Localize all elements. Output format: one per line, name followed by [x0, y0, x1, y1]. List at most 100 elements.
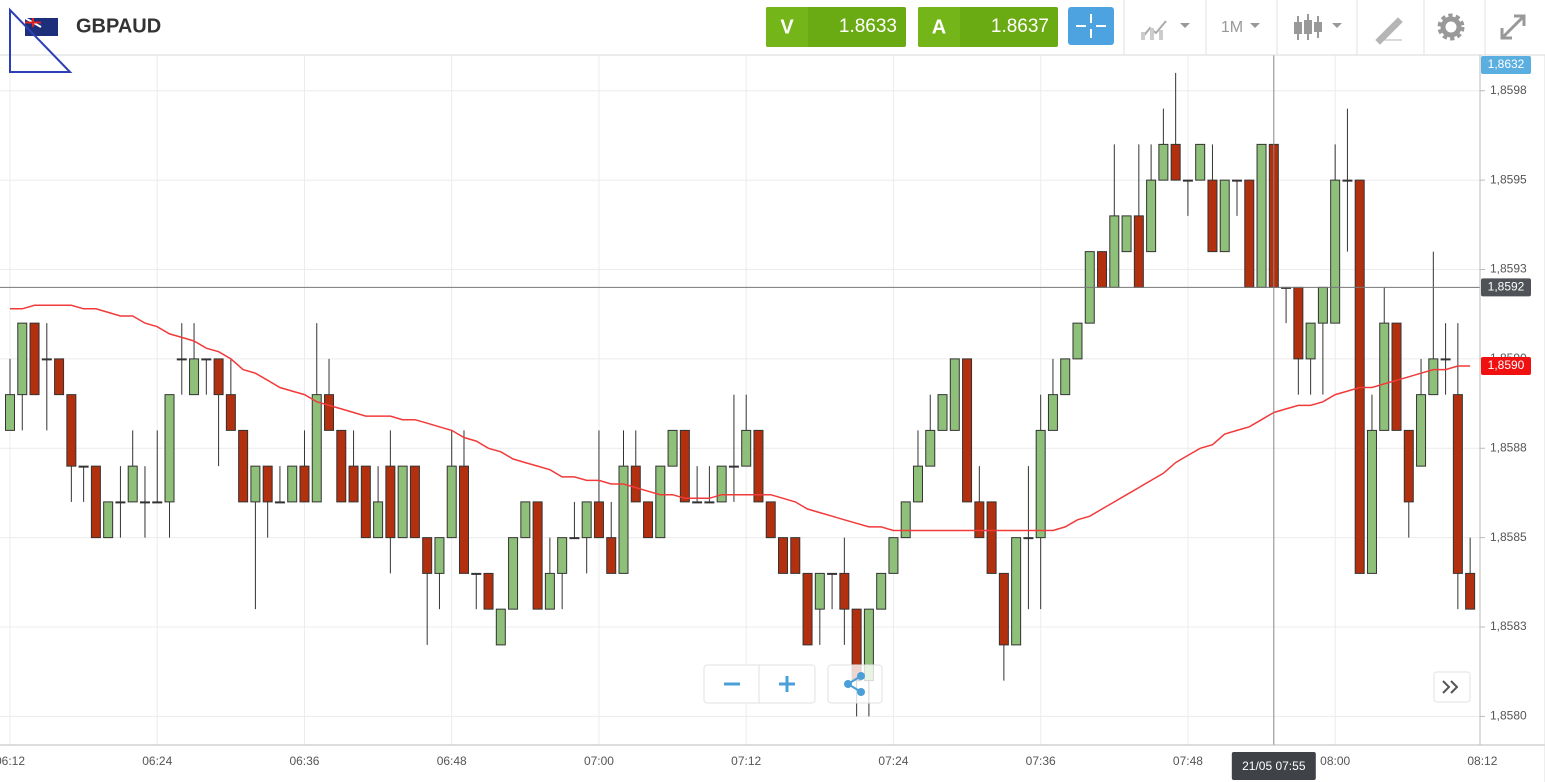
candle-body [962, 358, 973, 503]
scroll-right-box[interactable] [1433, 671, 1471, 703]
candle-body [5, 394, 15, 431]
candle-body [164, 394, 175, 503]
candle-body [1391, 322, 1402, 431]
candle-body [618, 465, 629, 574]
x-tick-label: 07:24 [878, 754, 908, 768]
candle-body [667, 429, 678, 467]
last-price: 1,8632 [1488, 57, 1525, 71]
ask-button[interactable]: A 1.8637 [918, 7, 1058, 47]
y-tick-label: 1,8588 [1490, 440, 1527, 454]
crosshair-button-bg[interactable] [1068, 7, 1114, 45]
candle-body [152, 501, 163, 504]
candle-body [29, 322, 40, 396]
candle-body [1219, 179, 1230, 253]
line-icon-bar [1141, 32, 1145, 40]
candle-body [741, 429, 752, 467]
candle-body [569, 537, 580, 540]
candle-body [213, 358, 224, 396]
candle-body [900, 501, 911, 539]
candle-body [483, 572, 494, 610]
candle-body [446, 465, 457, 539]
candle-body [716, 465, 727, 503]
candle-body [1158, 143, 1169, 181]
candle-body [1121, 215, 1132, 253]
share-icon[interactable] [844, 672, 865, 696]
gear-ring [1440, 16, 1462, 38]
candle-body [1195, 143, 1206, 181]
candle-body [827, 572, 838, 575]
candle-body [1097, 251, 1108, 288]
x-tick-label: 08:12 [1467, 754, 1497, 768]
expand-icon[interactable] [1500, 14, 1526, 40]
candle-body [1047, 394, 1058, 431]
candle-body [176, 358, 187, 361]
dropdown-arrow [1180, 23, 1190, 28]
candle-body [912, 465, 923, 503]
candle-body [655, 465, 666, 539]
candle-body [630, 465, 641, 503]
timeframe[interactable]: 1M [1221, 19, 1243, 36]
candle-body [287, 465, 298, 503]
candle-body [348, 465, 359, 503]
candle-body [238, 429, 249, 503]
axis-labels: 1,8598 1,8595 1,8593 1,8590 1,8588 1,8585 1,85… [0, 56, 1531, 780]
y-tick-label: 1,8595 [1490, 172, 1527, 186]
ask-letter: A [932, 16, 946, 38]
settings-button[interactable] [1437, 13, 1465, 41]
candle-body [311, 394, 322, 503]
y-tick-label: 1,8583 [1490, 619, 1527, 633]
candle-body [299, 465, 310, 503]
candle-icon-body [1304, 20, 1312, 34]
candle-body [1170, 143, 1181, 181]
ask-letter-box [918, 7, 960, 47]
x-tick-label: 06:48 [437, 754, 467, 768]
bid-button[interactable]: V 1.8633 [766, 7, 906, 47]
gear-teeth[interactable] [1437, 13, 1465, 41]
candle-body [1011, 537, 1022, 646]
candle-body [692, 501, 703, 504]
chart-type-button[interactable] [1141, 20, 1190, 40]
candle-body [728, 465, 739, 468]
crosshair-icon [1076, 14, 1106, 38]
candle-body [888, 537, 899, 574]
zoom-in[interactable] [779, 676, 795, 692]
moving-average [10, 304, 1471, 532]
candle-body [1146, 179, 1157, 253]
ask-price: 1.8637 [991, 16, 1049, 37]
candle-body [581, 501, 592, 539]
timeframe-button[interactable]: 1M [1221, 19, 1260, 36]
x-tick-label: 07:36 [1026, 754, 1056, 768]
candle-body [1109, 215, 1120, 288]
candle-style-button[interactable] [1294, 14, 1342, 40]
line-icon-bar [1150, 28, 1154, 40]
candle-body [753, 429, 764, 503]
candle-body [814, 572, 825, 610]
candle-body [593, 501, 604, 539]
separators [1123, 0, 1486, 55]
x-tick-label: 08:00 [1320, 754, 1350, 768]
candle-body [1207, 179, 1218, 253]
scroll-right-icon[interactable] [1442, 680, 1459, 694]
share-box[interactable] [827, 664, 883, 704]
candle-body [1293, 286, 1304, 360]
candle-body [1366, 429, 1377, 574]
candle-body [1182, 179, 1193, 182]
crosshair-button[interactable] [1068, 7, 1114, 45]
candle-body [90, 465, 101, 539]
candle-body [397, 465, 408, 539]
candle-body [1452, 394, 1463, 574]
candle-body [1023, 537, 1034, 540]
candle-body [360, 465, 371, 539]
candle-body [274, 501, 285, 504]
x-tick-label: 06:36 [289, 754, 319, 768]
candle-body [508, 537, 519, 610]
candle-body [422, 537, 433, 574]
fullscreen-button[interactable] [1500, 14, 1526, 40]
draw-tool-icon[interactable] [1375, 17, 1403, 45]
bid-price: 1.8633 [839, 16, 897, 37]
x-tick-label: 07:48 [1173, 754, 1203, 768]
candle-body [606, 537, 617, 574]
candle-body [765, 501, 776, 539]
bid-letter: V [780, 16, 794, 38]
candle-body [974, 501, 985, 539]
